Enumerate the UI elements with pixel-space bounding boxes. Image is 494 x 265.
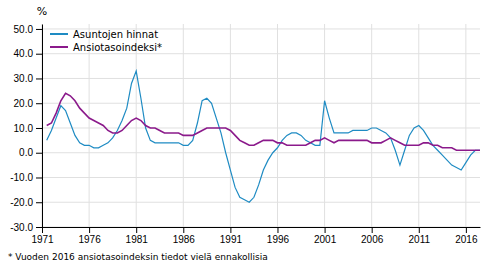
x-tick-label: 1986	[173, 234, 196, 245]
x-axis-line	[43, 227, 481, 228]
chart-container: 1971 1976 1981 1986 1991 1996 2001 2006 2011 2016…	[0, 0, 494, 265]
y-tick-label: -10.0	[10, 172, 33, 183]
x-tick: 1971	[31, 227, 54, 245]
y-tick-label: 20.0	[14, 98, 34, 109]
x-tick: 1996	[267, 227, 290, 245]
x-tick-label: 1971	[31, 234, 54, 245]
x-tick: 1991	[220, 227, 243, 245]
y-tick: -20.0	[10, 197, 42, 208]
x-tick-mark	[372, 227, 373, 233]
footnote: * Vuoden 2016 ansiotasoindeksin tiedot v…	[8, 252, 268, 262]
x-tick-mark	[325, 227, 326, 233]
x-tick: 2006	[361, 227, 384, 245]
y-tick-label: 30.0	[14, 73, 34, 84]
legend-label: Ansiotasoindeksi*	[73, 42, 162, 53]
y-tick: -10.0	[10, 172, 42, 183]
x-tick: 2016	[455, 227, 478, 245]
legend-swatch	[50, 46, 68, 48]
grid-line-x	[89, 24, 90, 227]
x-tick-mark	[136, 227, 137, 233]
y-axis-title: %	[37, 5, 47, 18]
x-tick-mark	[466, 227, 467, 233]
x-tick: 1976	[78, 227, 101, 245]
y-axis-line	[42, 25, 43, 228]
y-tick-mark	[36, 78, 42, 79]
y-tick-mark	[36, 227, 42, 228]
legend-item: Asuntojen hinnat	[50, 29, 158, 40]
x-tick-label: 1991	[220, 234, 243, 245]
y-tick-label: 40.0	[14, 48, 34, 59]
x-tick-label: 1996	[267, 234, 290, 245]
y-tick-mark	[36, 29, 42, 30]
grid-line-y	[42, 202, 480, 203]
y-tick-mark	[36, 202, 42, 203]
grid-line-x	[183, 24, 184, 227]
y-tick-label: 0.0	[19, 147, 33, 158]
y-tick: 40.0	[14, 48, 42, 59]
y-tick-label: 10.0	[14, 123, 34, 134]
legend-label: Asuntojen hinnat	[73, 29, 158, 40]
x-axis: 1971 1976 1981 1986 1991 1996 2001 2006 2011 2016	[31, 227, 480, 245]
legend-item: Ansiotasoindeksi*	[50, 42, 162, 53]
y-tick-mark	[36, 128, 42, 129]
grid-line-x	[371, 24, 372, 227]
x-tick-label: 1976	[78, 234, 101, 245]
x-tick: 2001	[314, 227, 337, 245]
grid	[42, 24, 480, 227]
x-tick-mark	[42, 227, 43, 233]
y-tick-mark	[36, 153, 42, 154]
legend-swatch	[50, 33, 68, 35]
grid-line-x	[324, 24, 325, 227]
y-tick: 30.0	[14, 73, 42, 84]
y-tick-label: 50.0	[14, 24, 34, 35]
y-tick-mark	[36, 177, 42, 178]
y-tick: -30.0	[10, 222, 42, 233]
y-tick-label: -30.0	[10, 222, 33, 233]
grid-line-x	[136, 24, 137, 227]
x-tick-label: 1981	[126, 234, 149, 245]
series-line	[47, 71, 480, 202]
lines	[47, 71, 480, 202]
plot: 1971 1976 1981 1986 1991 1996 2001 2006 2011 2016…	[10, 24, 480, 245]
y-tick-mark	[36, 103, 42, 104]
x-tick: 2011	[409, 227, 431, 245]
grid-line-y	[42, 227, 480, 228]
y-tick: 20.0	[14, 98, 42, 109]
grid-line-x	[277, 24, 278, 227]
x-tick: 1981	[126, 227, 149, 245]
x-tick-label: 2016	[455, 234, 478, 245]
x-tick-label: 2001	[314, 234, 337, 245]
x-tick: 1986	[173, 227, 196, 245]
x-tick-mark	[183, 227, 184, 233]
x-tick-label: 2011	[409, 234, 431, 245]
y-tick-label: -20.0	[10, 197, 33, 208]
grid-line-y	[42, 152, 480, 153]
y-tick-mark	[36, 54, 42, 55]
x-tick-mark	[419, 227, 420, 233]
y-tick: 0.0	[19, 147, 42, 158]
series-line	[47, 93, 480, 150]
grid-line-x	[465, 24, 466, 227]
legend: Asuntojen hinnat Ansiotasoindeksi*	[50, 29, 162, 53]
x-tick-mark	[277, 227, 278, 233]
grid-line-y	[42, 53, 480, 54]
x-tick-mark	[230, 227, 231, 233]
y-axis: -30.0 -20.0 -10.0 0.0 10.0 20.0 30.0 40.0 50.0	[10, 24, 42, 233]
grid-line-x	[230, 24, 231, 227]
chart-svg: 1971 1976 1981 1986 1991 1996 2001 2006 2011 2016…	[0, 0, 494, 265]
x-tick-mark	[89, 227, 90, 233]
grid-line-y	[42, 78, 480, 79]
grid-line-y	[42, 103, 480, 104]
y-tick: 50.0	[14, 24, 42, 35]
y-tick: 10.0	[14, 123, 42, 134]
x-tick-label: 2006	[361, 234, 384, 245]
